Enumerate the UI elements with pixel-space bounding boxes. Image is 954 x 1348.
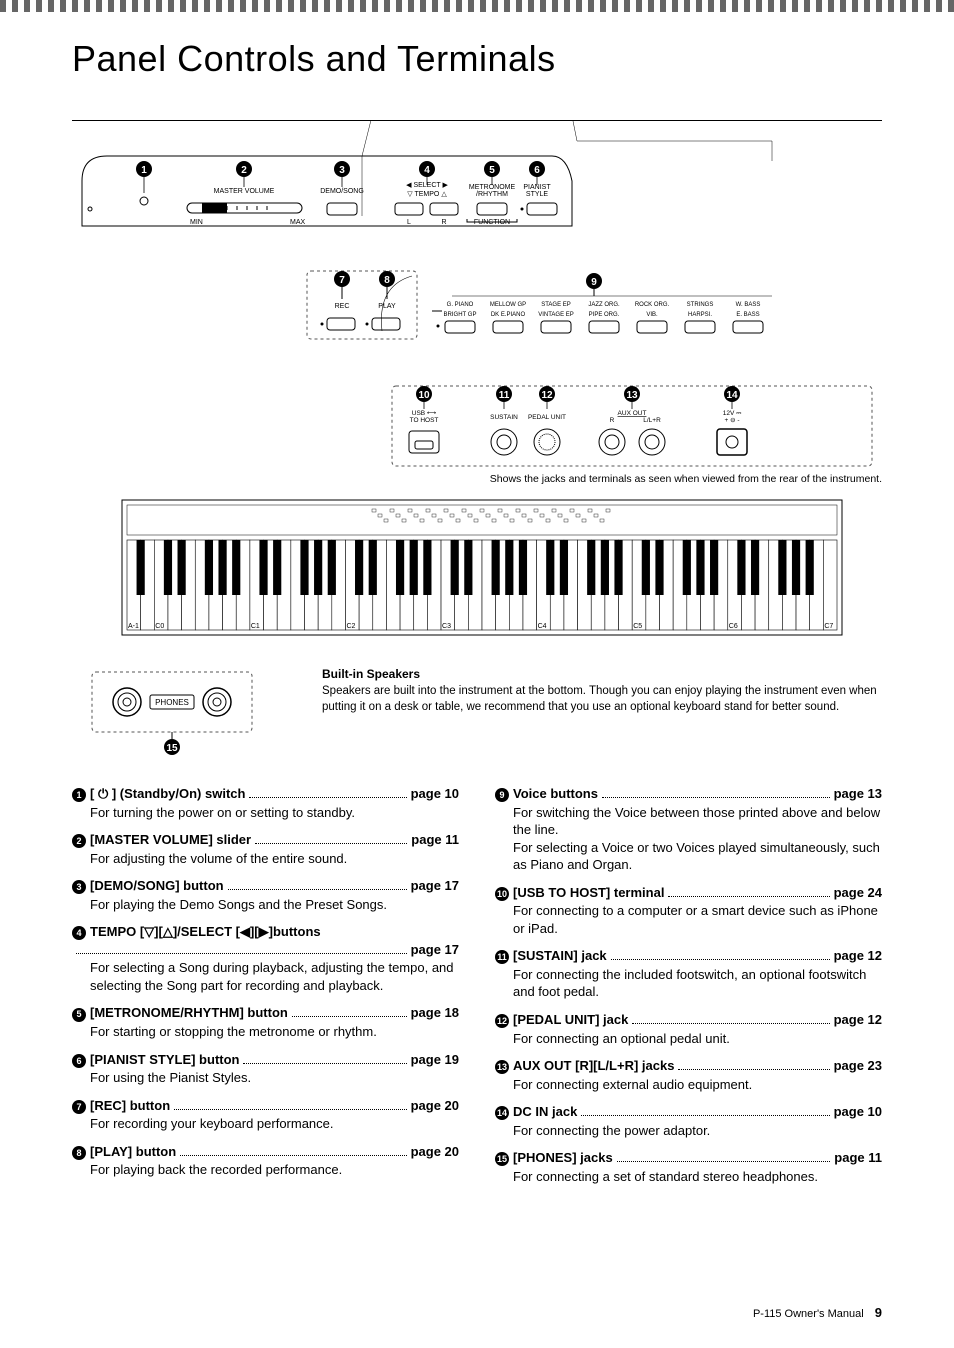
svg-text:14: 14 bbox=[726, 390, 738, 401]
svg-text:10: 10 bbox=[418, 390, 430, 401]
svg-text:3: 3 bbox=[339, 165, 345, 176]
svg-text:11: 11 bbox=[499, 390, 510, 401]
svg-text:SUSTAIN: SUSTAIN bbox=[490, 414, 518, 421]
svg-text:STRINGS: STRINGS bbox=[687, 302, 714, 308]
svg-text:MELLOW GP: MELLOW GP bbox=[490, 302, 526, 308]
svg-text:12: 12 bbox=[541, 390, 553, 401]
svg-text:HARPSI.: HARPSI. bbox=[688, 312, 712, 318]
right-column: 9Voice buttons page 13 For switching the… bbox=[495, 785, 882, 1195]
svg-text:L: L bbox=[407, 219, 411, 226]
svg-text:1: 1 bbox=[141, 165, 147, 176]
svg-text:C0: C0 bbox=[155, 623, 164, 630]
decorative-top-stripes bbox=[0, 0, 954, 12]
svg-text:/RHYTHM: /RHYTHM bbox=[476, 191, 508, 198]
speakers-body: Speakers are built into the instrument a… bbox=[322, 684, 882, 715]
list-item: 8[PLAY] button page 20 For playing back … bbox=[72, 1143, 459, 1179]
svg-text:A-1: A-1 bbox=[128, 623, 139, 630]
svg-text:C1: C1 bbox=[251, 623, 260, 630]
list-item: 13AUX OUT [R][L/L+R] jacks page 23 For c… bbox=[495, 1057, 882, 1093]
list-item: 11[SUSTAIN] jack page 12 For connecting … bbox=[495, 947, 882, 1001]
list-item: 7[REC] button page 20 For recording your… bbox=[72, 1097, 459, 1133]
svg-text:R: R bbox=[610, 417, 615, 424]
svg-text:C2: C2 bbox=[346, 623, 355, 630]
manual-name: P-115 Owner's Manual bbox=[753, 1308, 864, 1320]
svg-text:9: 9 bbox=[591, 277, 597, 288]
svg-text:JAZZ ORG.: JAZZ ORG. bbox=[588, 302, 620, 308]
svg-text:◀ SELECT ▶: ◀ SELECT ▶ bbox=[406, 182, 448, 189]
svg-text:E. BASS: E. BASS bbox=[736, 312, 759, 318]
svg-text:PLAY: PLAY bbox=[378, 303, 396, 310]
svg-text:6: 6 bbox=[534, 165, 540, 176]
svg-text:MIN: MIN bbox=[190, 219, 203, 226]
svg-text:VIB.: VIB. bbox=[646, 312, 658, 318]
keyboard-svg: A-1 C0 C1 C2 C3 C4 C5 C6 C7 bbox=[72, 495, 882, 645]
page-title: Panel Controls and Terminals bbox=[72, 38, 882, 80]
top-panel-diagram: 1 2 3 4 5 6 MASTER VOLUME MIN MAX DEMO/S… bbox=[72, 120, 882, 485]
svg-text:PEDAL UNIT: PEDAL UNIT bbox=[528, 414, 566, 421]
list-item: 9Voice buttons page 13 For switching the… bbox=[495, 785, 882, 874]
page-number: 9 bbox=[875, 1305, 882, 1320]
svg-text:C7: C7 bbox=[824, 623, 833, 630]
svg-text:DK E.PIANO: DK E.PIANO bbox=[491, 312, 526, 318]
svg-text:BRIGHT GP: BRIGHT GP bbox=[444, 312, 477, 318]
svg-text:USB ⟷: USB ⟷ bbox=[412, 410, 437, 417]
svg-text:TO HOST: TO HOST bbox=[410, 417, 439, 424]
svg-text:MAX: MAX bbox=[290, 219, 306, 226]
panel-svg: 1 2 3 4 5 6 MASTER VOLUME MIN MAX DEMO/S… bbox=[72, 121, 882, 471]
svg-text:METRONOME: METRONOME bbox=[469, 184, 516, 191]
svg-text:12V ⎓: 12V ⎓ bbox=[723, 410, 742, 417]
controls-list: 1[ ⏻ ] (Standby/On) switch page 10 For t… bbox=[72, 785, 882, 1195]
list-item: 3[DEMO/SONG] button page 17 For playing … bbox=[72, 877, 459, 913]
list-item: 4TEMPO [▽][△]/SELECT [◀][▶]buttons page … bbox=[72, 923, 459, 994]
svg-text:REC: REC bbox=[335, 303, 350, 310]
speakers-text: Built-in Speakers Speakers are built int… bbox=[322, 662, 882, 715]
svg-text:5: 5 bbox=[489, 165, 495, 176]
page-footer: P-115 Owner's Manual 9 bbox=[753, 1305, 882, 1320]
svg-text:W. BASS: W. BASS bbox=[736, 302, 761, 308]
svg-text:C3: C3 bbox=[442, 623, 451, 630]
list-item: 10[USB TO HOST] terminal page 24 For con… bbox=[495, 884, 882, 938]
svg-text:PHONES: PHONES bbox=[155, 698, 189, 707]
svg-text:STYLE: STYLE bbox=[526, 191, 549, 198]
svg-text:PIANIST: PIANIST bbox=[523, 184, 551, 191]
svg-text:+ ⊖ -: + ⊖ - bbox=[724, 417, 739, 424]
list-item: 5[METRONOME/RHYTHM] button page 18 For s… bbox=[72, 1004, 459, 1040]
svg-text:STAGE EP: STAGE EP bbox=[541, 302, 571, 308]
rear-caption: Shows the jacks and terminals as seen wh… bbox=[72, 473, 882, 485]
list-item: 6[PIANIST STYLE] button page 19 For usin… bbox=[72, 1051, 459, 1087]
keyboard-diagram: A-1 C0 C1 C2 C3 C4 C5 C6 C7 bbox=[72, 495, 882, 650]
svg-text:VINTAGE EP: VINTAGE EP bbox=[538, 312, 574, 318]
list-item: 1[ ⏻ ] (Standby/On) switch page 10 For t… bbox=[72, 785, 459, 821]
list-item: 15[PHONES] jacks page 11 For connecting … bbox=[495, 1149, 882, 1185]
list-item: 14DC IN jack page 10 For connecting the … bbox=[495, 1103, 882, 1139]
list-item: 2[MASTER VOLUME] slider page 11 For adju… bbox=[72, 831, 459, 867]
svg-text:DEMO/SONG: DEMO/SONG bbox=[320, 188, 364, 195]
svg-text:7: 7 bbox=[339, 275, 345, 286]
svg-text:C5: C5 bbox=[633, 623, 642, 630]
svg-text:C4: C4 bbox=[538, 623, 547, 630]
svg-text:13: 13 bbox=[626, 390, 638, 401]
svg-text:C6: C6 bbox=[729, 623, 738, 630]
svg-text:▽ TEMPO △: ▽ TEMPO △ bbox=[407, 191, 447, 198]
svg-text:2: 2 bbox=[241, 165, 247, 176]
svg-text:MASTER VOLUME: MASTER VOLUME bbox=[214, 188, 275, 195]
svg-text:R: R bbox=[441, 219, 446, 226]
svg-text:AUX OUT: AUX OUT bbox=[618, 410, 647, 417]
list-item: 12[PEDAL UNIT] jack page 12 For connecti… bbox=[495, 1011, 882, 1047]
svg-text:L/L+R: L/L+R bbox=[643, 417, 661, 424]
svg-text:8: 8 bbox=[384, 275, 390, 286]
left-column: 1[ ⏻ ] (Standby/On) switch page 10 For t… bbox=[72, 785, 459, 1195]
speakers-heading: Built-in Speakers bbox=[322, 666, 882, 682]
phones-diagram: PHONES 15 bbox=[72, 662, 292, 767]
svg-text:4: 4 bbox=[424, 165, 430, 176]
svg-text:ROCK ORG.: ROCK ORG. bbox=[635, 302, 670, 308]
svg-text:15: 15 bbox=[166, 743, 178, 754]
svg-text:PIPE ORG.: PIPE ORG. bbox=[589, 312, 620, 318]
svg-text:G. PIANO: G. PIANO bbox=[447, 302, 474, 308]
